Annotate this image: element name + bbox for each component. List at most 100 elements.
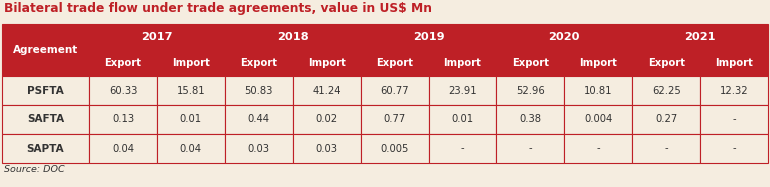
- Bar: [89, 24, 225, 51]
- Bar: [700, 51, 768, 76]
- Bar: [2, 105, 89, 134]
- Bar: [564, 134, 632, 163]
- Text: 52.96: 52.96: [516, 85, 544, 96]
- Text: Import: Import: [579, 59, 618, 68]
- Bar: [632, 24, 768, 51]
- Bar: [89, 76, 157, 105]
- Bar: [632, 51, 700, 76]
- Bar: [293, 76, 360, 105]
- Bar: [497, 134, 564, 163]
- Text: 2017: 2017: [141, 33, 172, 42]
- Text: -: -: [597, 143, 600, 154]
- Text: 60.77: 60.77: [380, 85, 409, 96]
- Bar: [564, 76, 632, 105]
- Text: 15.81: 15.81: [176, 85, 205, 96]
- Text: SAPTA: SAPTA: [27, 143, 65, 154]
- Bar: [700, 105, 768, 134]
- Text: PSFTA: PSFTA: [27, 85, 64, 96]
- Text: -: -: [732, 143, 736, 154]
- Text: -: -: [732, 114, 736, 125]
- Bar: [157, 51, 225, 76]
- Bar: [360, 24, 497, 51]
- Bar: [428, 105, 497, 134]
- Bar: [632, 105, 700, 134]
- Text: Bilateral trade flow under trade agreements, value in US$ Mn: Bilateral trade flow under trade agreeme…: [4, 2, 432, 15]
- Text: Export: Export: [512, 59, 549, 68]
- Text: 2020: 2020: [548, 33, 580, 42]
- Text: 0.13: 0.13: [112, 114, 134, 125]
- Text: 2021: 2021: [685, 33, 716, 42]
- Text: 62.25: 62.25: [651, 85, 681, 96]
- Text: 23.91: 23.91: [448, 85, 477, 96]
- Text: 0.01: 0.01: [451, 114, 474, 125]
- Text: Export: Export: [240, 59, 277, 68]
- Bar: [428, 51, 497, 76]
- Text: -: -: [528, 143, 532, 154]
- Bar: [632, 134, 700, 163]
- Text: Export: Export: [105, 59, 142, 68]
- Bar: [700, 76, 768, 105]
- Text: 0.02: 0.02: [316, 114, 338, 125]
- Text: Import: Import: [715, 59, 753, 68]
- Bar: [564, 105, 632, 134]
- Text: -: -: [460, 143, 464, 154]
- Bar: [293, 105, 360, 134]
- Bar: [157, 105, 225, 134]
- Bar: [497, 51, 564, 76]
- Bar: [497, 76, 564, 105]
- Bar: [632, 76, 700, 105]
- Bar: [360, 51, 428, 76]
- Text: -: -: [665, 143, 668, 154]
- Text: 0.27: 0.27: [655, 114, 678, 125]
- Text: 0.01: 0.01: [179, 114, 202, 125]
- Bar: [225, 134, 293, 163]
- Bar: [360, 76, 428, 105]
- Text: 2019: 2019: [413, 33, 444, 42]
- Text: 12.32: 12.32: [720, 85, 748, 96]
- Text: 2018: 2018: [277, 33, 309, 42]
- Text: 0.04: 0.04: [112, 143, 134, 154]
- Bar: [360, 134, 428, 163]
- Text: 0.03: 0.03: [316, 143, 338, 154]
- Text: 0.03: 0.03: [248, 143, 270, 154]
- Text: SAFTA: SAFTA: [27, 114, 64, 125]
- Bar: [225, 76, 293, 105]
- Text: 0.005: 0.005: [380, 143, 409, 154]
- Text: 0.77: 0.77: [383, 114, 406, 125]
- Text: Export: Export: [376, 59, 413, 68]
- Text: Import: Import: [444, 59, 481, 68]
- Bar: [497, 24, 632, 51]
- Bar: [225, 105, 293, 134]
- Bar: [89, 51, 157, 76]
- Text: 0.004: 0.004: [584, 114, 612, 125]
- Bar: [497, 105, 564, 134]
- Text: 60.33: 60.33: [109, 85, 137, 96]
- Text: Import: Import: [172, 59, 209, 68]
- Text: Import: Import: [308, 59, 346, 68]
- Text: 50.83: 50.83: [245, 85, 273, 96]
- Text: 0.38: 0.38: [519, 114, 541, 125]
- Bar: [564, 51, 632, 76]
- Bar: [428, 134, 497, 163]
- Bar: [157, 134, 225, 163]
- Text: Source: DOC: Source: DOC: [4, 165, 65, 174]
- Text: 41.24: 41.24: [313, 85, 341, 96]
- Bar: [157, 76, 225, 105]
- Text: 10.81: 10.81: [584, 85, 612, 96]
- Bar: [2, 134, 89, 163]
- Text: 0.04: 0.04: [180, 143, 202, 154]
- Bar: [89, 134, 157, 163]
- Text: Export: Export: [648, 59, 685, 68]
- Bar: [293, 134, 360, 163]
- Text: Agreement: Agreement: [13, 45, 78, 55]
- Bar: [225, 24, 360, 51]
- Bar: [700, 134, 768, 163]
- Bar: [225, 51, 293, 76]
- Bar: [293, 51, 360, 76]
- Bar: [2, 24, 89, 76]
- Bar: [2, 76, 89, 105]
- Bar: [360, 105, 428, 134]
- Text: 0.44: 0.44: [248, 114, 270, 125]
- Bar: [428, 76, 497, 105]
- Bar: [89, 105, 157, 134]
